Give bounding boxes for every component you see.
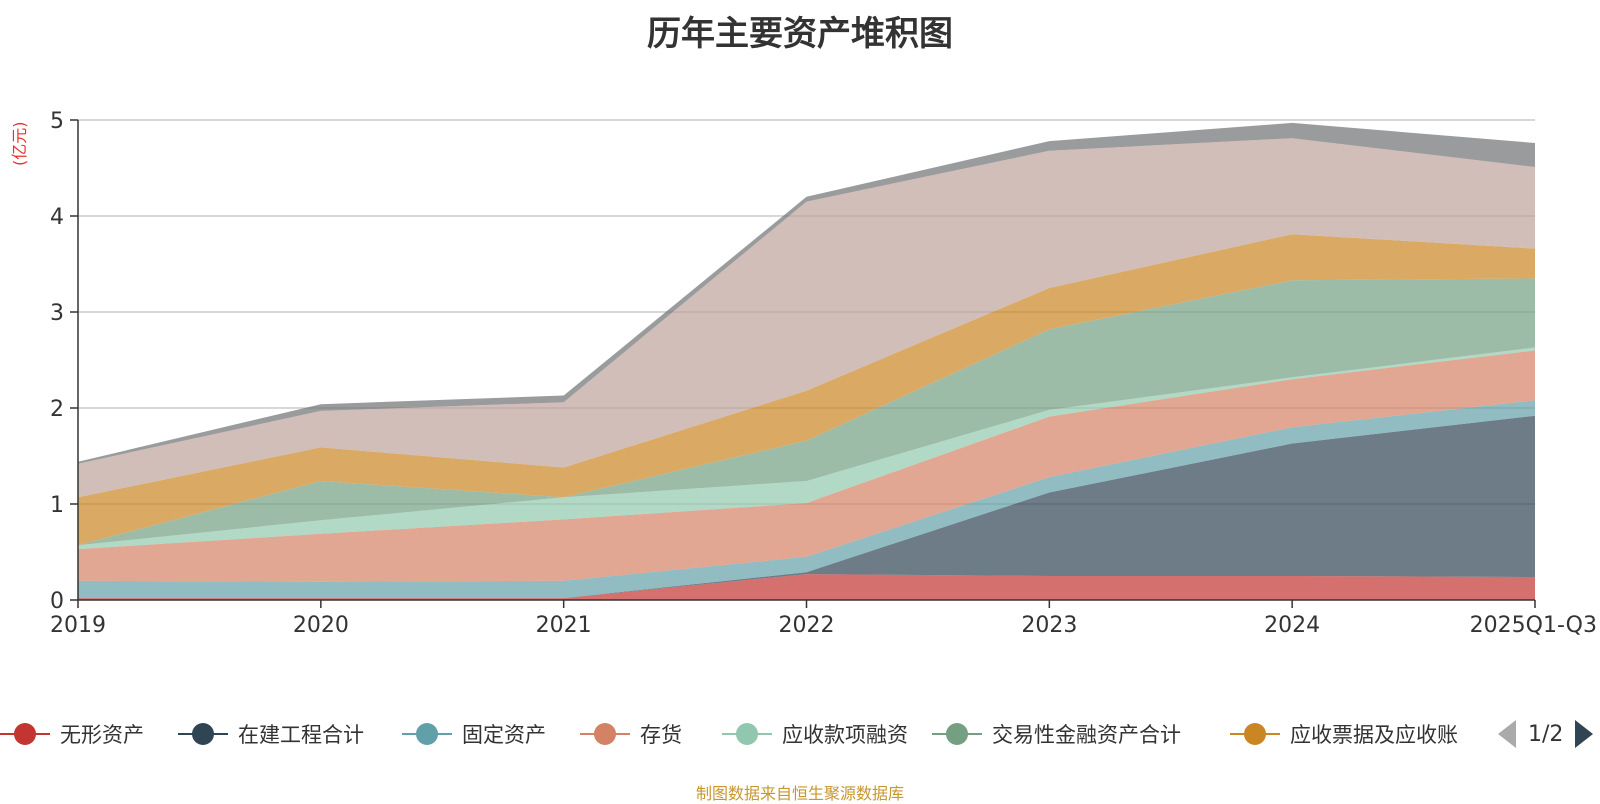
x-tick-label: 2021 (536, 613, 592, 638)
legend-item-7[interactable]: 应收票据及应收账 (1230, 714, 1458, 754)
area-series-4[interactable] (78, 350, 1535, 582)
legend-label: 无形资产 (60, 723, 144, 747)
area-series-6[interactable] (78, 278, 1535, 546)
legend-marker-icon (580, 719, 630, 749)
x-tick-label: 2019 (50, 613, 106, 638)
legend-marker-icon (0, 719, 50, 749)
y-tick-label: 3 (50, 301, 64, 326)
x-tick-label: 2020 (293, 613, 349, 638)
legend-marker-icon (178, 719, 228, 749)
legend-label: 应收款项融资 (782, 723, 908, 747)
area-series-7[interactable] (78, 234, 1535, 546)
stacked-area-chart: 0 1 2 3 4 5 2019 2020 2021 2022 2023 2024 2025Q1-Q3 (50, 109, 1597, 638)
legend-label: 存货 (640, 723, 682, 747)
legend-prev-page-icon[interactable] (1498, 720, 1516, 748)
area-series-8[interactable] (78, 138, 1535, 498)
y-tick-label: 1 (50, 493, 64, 518)
legend-item-4[interactable]: 存货 (580, 714, 682, 754)
legend-marker-icon (722, 719, 772, 749)
area-series-9[interactable] (78, 122, 1535, 464)
y-tick-label: 5 (50, 109, 64, 134)
legend-label: 应收票据及应收账 (1290, 723, 1458, 747)
x-tick-label: 2025Q1-Q3 (1470, 613, 1597, 638)
legend-marker-icon (932, 719, 982, 749)
y-tick-label: 4 (50, 205, 64, 230)
data-source-note: 制图数据来自恒生聚源数据库 (695, 784, 904, 803)
legend: 无形资产 在建工程合计 固定资产 存货 应收款项融资 交易性金融资产合计 应收票据及应收账 (0, 714, 1600, 754)
legend-label: 交易性金融资产合计 (992, 723, 1181, 747)
y-tick-label: 2 (50, 397, 64, 422)
x-tick-label: 2022 (779, 613, 835, 638)
legend-item-5[interactable]: 应收款项融资 (722, 714, 908, 754)
legend-item-2[interactable]: 在建工程合计 (178, 714, 364, 754)
legend-item-3[interactable]: 固定资产 (402, 714, 546, 754)
area-series-2[interactable] (78, 415, 1535, 599)
area-series-1[interactable] (78, 574, 1535, 600)
legend-item-1[interactable]: 无形资产 (0, 714, 144, 754)
area-series-5[interactable] (78, 347, 1535, 550)
x-tick-label: 2024 (1264, 613, 1320, 638)
axes: 0 1 2 3 4 5 2019 2020 2021 2022 2023 2024 2025Q1-Q3 (50, 109, 1597, 638)
legend-marker-icon (1230, 719, 1280, 749)
legend-label: 在建工程合计 (238, 723, 364, 747)
x-tick-label: 2023 (1021, 613, 1077, 638)
legend-label: 固定资产 (462, 723, 546, 747)
legend-item-6[interactable]: 交易性金融资产合计 (932, 714, 1181, 754)
legend-pager: 1/2 (1498, 714, 1594, 754)
area-series-group (78, 122, 1535, 600)
legend-marker-icon (402, 719, 452, 749)
legend-page-indicator: 1/2 (1528, 721, 1564, 747)
y-tick-label: 0 (50, 589, 64, 614)
area-series-3[interactable] (78, 400, 1535, 599)
legend-next-page-icon[interactable] (1575, 720, 1594, 748)
chart-title: 历年主要资产堆积图 (647, 14, 953, 54)
